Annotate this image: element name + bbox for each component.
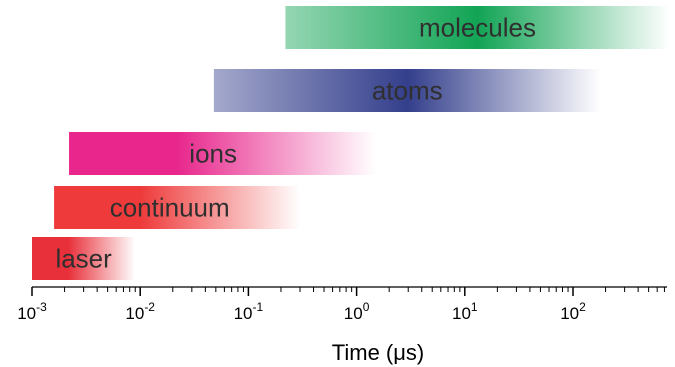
x-axis-title: Time (μs) [332,340,425,365]
x-axis: 10-3 10-2 10-1 100 101 102 [17,286,667,323]
bar-label-molecules: molecules [419,13,536,43]
bar-laser [32,237,136,280]
bar-label-laser: laser [55,244,112,274]
bar-label-continuum: continuum [110,193,230,223]
tick-label: 10-1 [234,300,264,323]
bar-molecules [285,6,670,49]
x-axis-ticks [31,287,665,296]
bar-continuum [54,186,301,229]
tick-label: 101 [452,300,478,323]
tick-label: 102 [560,300,586,323]
tick-label: 10-2 [125,300,155,323]
tick-label: 10-3 [17,300,47,323]
bar-ions [69,132,376,175]
x-axis-tick-labels: 10-3 10-2 10-1 100 101 102 [17,300,586,323]
bar-label-atoms: atoms [372,76,443,106]
bar-atoms [213,69,601,112]
tick-label: 100 [344,300,370,323]
bar-label-ions: ions [189,139,237,169]
bars-group: laser continuum ions atoms molecules [32,6,670,280]
